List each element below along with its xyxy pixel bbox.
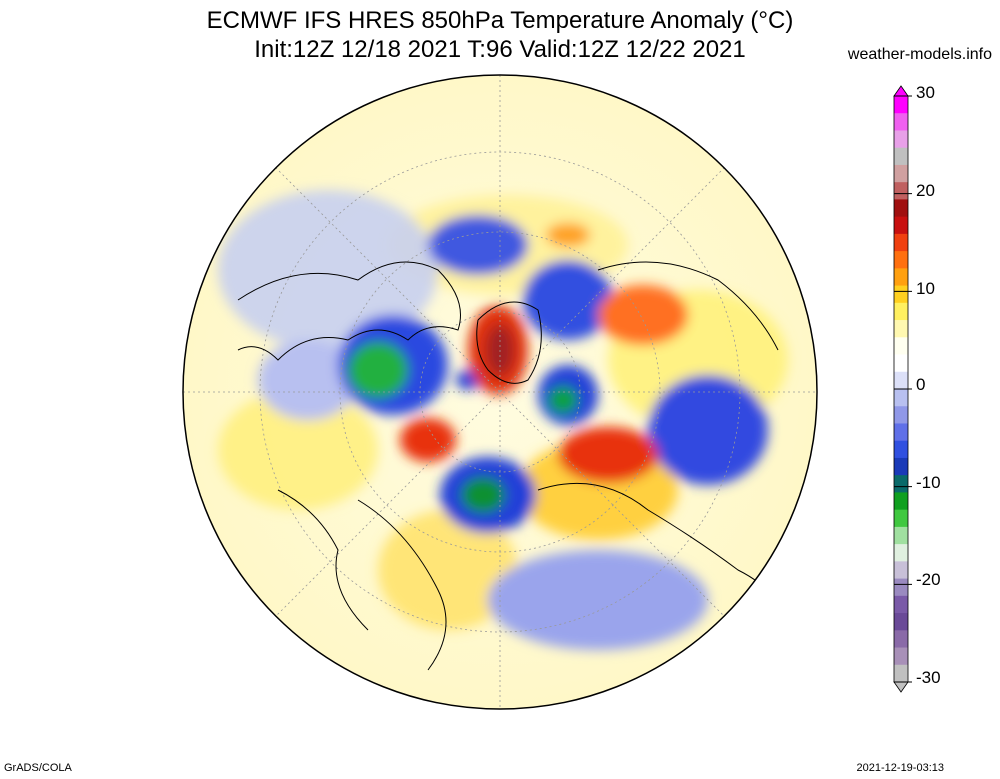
anomaly-field — [183, 75, 817, 709]
colorbar-swatch — [894, 613, 908, 631]
colorbar-swatch — [894, 492, 908, 511]
colorbar-swatch — [894, 130, 908, 149]
graticule — [183, 75, 817, 709]
colorbar-swatch — [894, 354, 908, 373]
colorbar-swatch — [894, 320, 908, 338]
colorbar-swatch — [894, 199, 908, 218]
colorbar-swatch — [894, 457, 908, 476]
colorbar-swatch — [894, 285, 908, 304]
software-credit: GrADS/COLA — [4, 762, 72, 774]
colorbar-swatch — [894, 544, 908, 562]
colorbar-swatch — [894, 113, 908, 131]
colorbar-swatch — [894, 630, 908, 649]
colorbar-swatch — [894, 147, 908, 166]
colorbar-tick-minus30: -30 — [916, 668, 941, 687]
colorbar-tick-minus20: -20 — [916, 570, 941, 589]
chart-title: ECMWF IFS HRES 850hPa Temperature Anomal… — [0, 6, 1000, 64]
colorbar-tick-10: 10 — [916, 279, 935, 298]
colorbar-swatch — [894, 216, 908, 235]
polar-map — [182, 74, 818, 710]
colorbar-swatch — [894, 578, 908, 597]
colorbar-swatch — [894, 475, 908, 493]
colorbar-max-arrow — [893, 85, 909, 97]
colorbar-swatch — [894, 526, 908, 545]
colorbar-min-arrow — [893, 681, 909, 693]
source-credit: weather-models.info — [847, 46, 992, 63]
colorbar-swatch — [894, 251, 908, 269]
colorbar-swatch — [894, 337, 908, 356]
colorbar-swatch — [894, 406, 908, 424]
colorbar-swatch — [894, 182, 908, 200]
colorbar-swatch — [894, 268, 908, 287]
colorbar-swatch — [894, 647, 908, 666]
colorbar-swatch — [894, 96, 908, 114]
title-line-1: ECMWF IFS HRES 850hPa Temperature Anomal… — [206, 7, 794, 34]
colorbar-tick-20: 20 — [916, 181, 935, 200]
title-line-2: Init:12Z 12/18 2021 T:96 Valid:12Z 12/22… — [254, 36, 746, 63]
colorbar — [893, 85, 912, 693]
colorbar-swatch — [894, 164, 908, 183]
colorbar-swatch — [894, 561, 908, 580]
colorbar-swatch — [894, 302, 908, 321]
colorbar-swatch — [894, 440, 908, 459]
colorbar-swatch — [894, 389, 908, 407]
colorbar-swatch — [894, 371, 908, 390]
map-border — [182, 74, 818, 710]
colorbar-tick-0: 0 — [916, 375, 926, 394]
colorbar-swatch — [894, 423, 908, 442]
colorbar-tick-30: 30 — [916, 83, 935, 102]
colorbar-swatch — [894, 664, 908, 683]
colorbar-swatch — [894, 509, 908, 528]
colorbar-tick-minus10: -10 — [916, 473, 941, 492]
generation-timestamp: 2021-12-19-03:13 — [856, 762, 944, 774]
colorbar-swatch — [894, 233, 908, 252]
colorbar-swatch — [894, 595, 908, 614]
